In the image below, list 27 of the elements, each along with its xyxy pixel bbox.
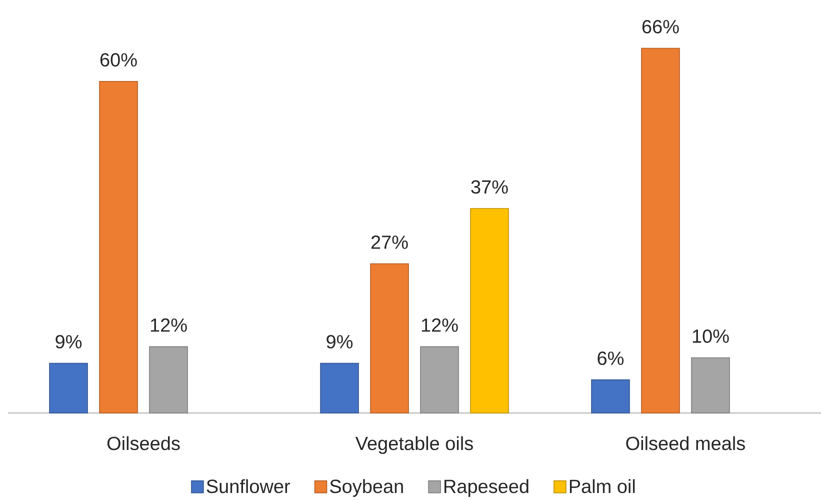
legend-label: Soybean — [330, 479, 403, 497]
legend-label: Palm oil — [570, 479, 635, 494]
bar — [370, 263, 409, 414]
x-tick-label: Vegetable oils — [355, 436, 473, 454]
legend-label: Sunflower — [206, 479, 290, 494]
bar — [691, 357, 730, 414]
bar — [99, 80, 138, 414]
x-tick-label: Oilseed meals — [626, 436, 745, 450]
data-label: 60% — [100, 53, 137, 67]
bar — [641, 48, 680, 414]
data-label: 27% — [371, 235, 408, 249]
data-label: 9% — [326, 334, 353, 348]
bar — [149, 346, 188, 414]
data-label: 10% — [692, 329, 729, 343]
data-label: 6% — [598, 352, 624, 366]
data-label: 37% — [471, 180, 508, 194]
data-label: 12% — [150, 318, 187, 332]
bar — [420, 346, 459, 414]
data-label: 12% — [422, 318, 458, 332]
x-tick-label: Oilseeds — [107, 436, 180, 450]
bar — [320, 362, 359, 414]
data-label: 9% — [56, 334, 82, 348]
data-label: 66% — [642, 20, 679, 34]
bar — [591, 379, 630, 414]
legend-label: Rapeseed — [444, 479, 528, 497]
bar — [470, 208, 509, 414]
bar — [49, 362, 88, 414]
